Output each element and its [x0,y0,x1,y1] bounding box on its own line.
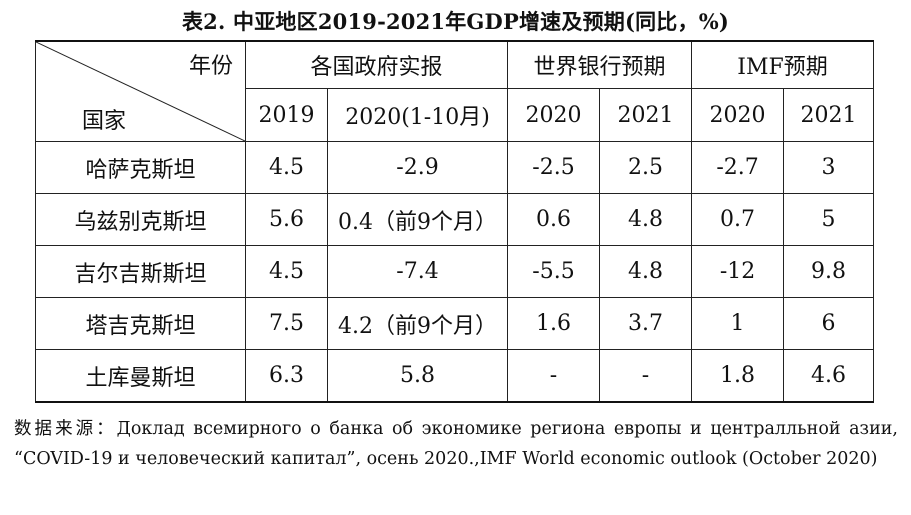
value-cell: 4.5 [245,245,328,298]
value-cell: -2.5 [507,141,601,194]
value-cell: 4.5 [245,141,328,194]
value-cell: 5.8 [326,349,509,403]
value-cell: -5.5 [507,245,601,298]
value-cell: 4.8 [599,193,693,246]
year-header-cell: 2021 [783,88,875,142]
group-header-imf: IMF预期 [691,40,875,89]
value-cell: 0.4（前9个月） [326,193,509,246]
source-note: 数据来源：Доклад всемирного о банка об эконом… [14,419,898,469]
table-row: 塔吉克斯坦 7.5 4.2（前9个月） 1.6 3.7 1 6 [35,297,875,350]
year-header-cell: 2020 [691,88,785,142]
value-cell: 6 [783,297,875,350]
group-header-gov: 各国政府实报 [244,40,509,89]
country-cell: 乌兹别克斯坦 [35,193,246,246]
table-row: 土库曼斯坦 6.3 5.8 - - 1.8 4.6 [35,349,875,403]
year-header-cell: 2019 [245,88,328,142]
year-header-cell: 2020 [507,88,601,142]
year-header-cell: 2020(1-10月) [326,88,509,142]
value-cell: 5 [783,193,875,246]
value-cell: 4.8 [599,245,693,298]
header-row-years: 2019 2020(1-10月) 2020 2021 2020 2021 [36,88,875,142]
value-cell: 6.3 [245,349,328,403]
country-cell: 塔吉克斯坦 [35,297,246,350]
value-cell: 0.7 [691,193,785,246]
value-cell: 1.8 [691,349,785,403]
table-row: 吉尔吉斯斯坦 4.5 -7.4 -5.5 4.8 -12 9.8 [35,245,875,298]
header-row-groups: 年份 国家 各国政府实报 世界银行预期 IMF预期 [35,40,875,142]
value-cell: 5.6 [245,193,328,246]
corner-country-label: 国家 [82,109,127,134]
diagonal-divider [36,42,245,141]
value-cell: 4.2（前9个月） [326,297,509,350]
country-cell: 土库曼斯坦 [35,349,246,403]
value-cell: 1.6 [507,297,601,350]
table-title: 表2. 中亚地区2019-2021年GDP增速及预期(同比，%) [181,9,729,34]
country-cell: 哈萨克斯坦 [35,141,246,194]
year-header-cell: 2021 [599,88,693,142]
corner-header-cell: 年份 国家 [35,40,246,142]
table-row: 乌兹别克斯坦 5.6 0.4（前9个月） 0.6 4.8 0.7 5 [35,193,875,246]
value-cell: - [507,349,601,403]
country-cell: 吉尔吉斯斯坦 [35,245,246,298]
value-cell: -2.9 [326,141,509,194]
value-cell: -2.7 [691,141,785,194]
value-cell: 1 [691,297,785,350]
table-row: 哈萨克斯坦 4.5 -2.9 -2.5 2.5 -2.7 3 [35,141,875,194]
value-cell: 3.7 [599,297,693,350]
value-cell: 2.5 [599,141,693,194]
value-cell: -7.4 [326,245,509,298]
value-cell: 9.8 [783,245,875,298]
gdp-table: 年份 国家 各国政府实报 世界银行预期 IMF预期 2019 2020(1-10… [35,40,875,403]
value-cell: -12 [691,245,785,298]
corner-year-label: 年份 [188,54,233,79]
value-cell: 4.6 [783,349,875,403]
value-cell: 7.5 [245,297,328,350]
value-cell: 3 [783,141,875,194]
value-cell: 0.6 [507,193,601,246]
group-header-wb: 世界银行预期 [507,40,693,89]
value-cell: - [599,349,693,403]
